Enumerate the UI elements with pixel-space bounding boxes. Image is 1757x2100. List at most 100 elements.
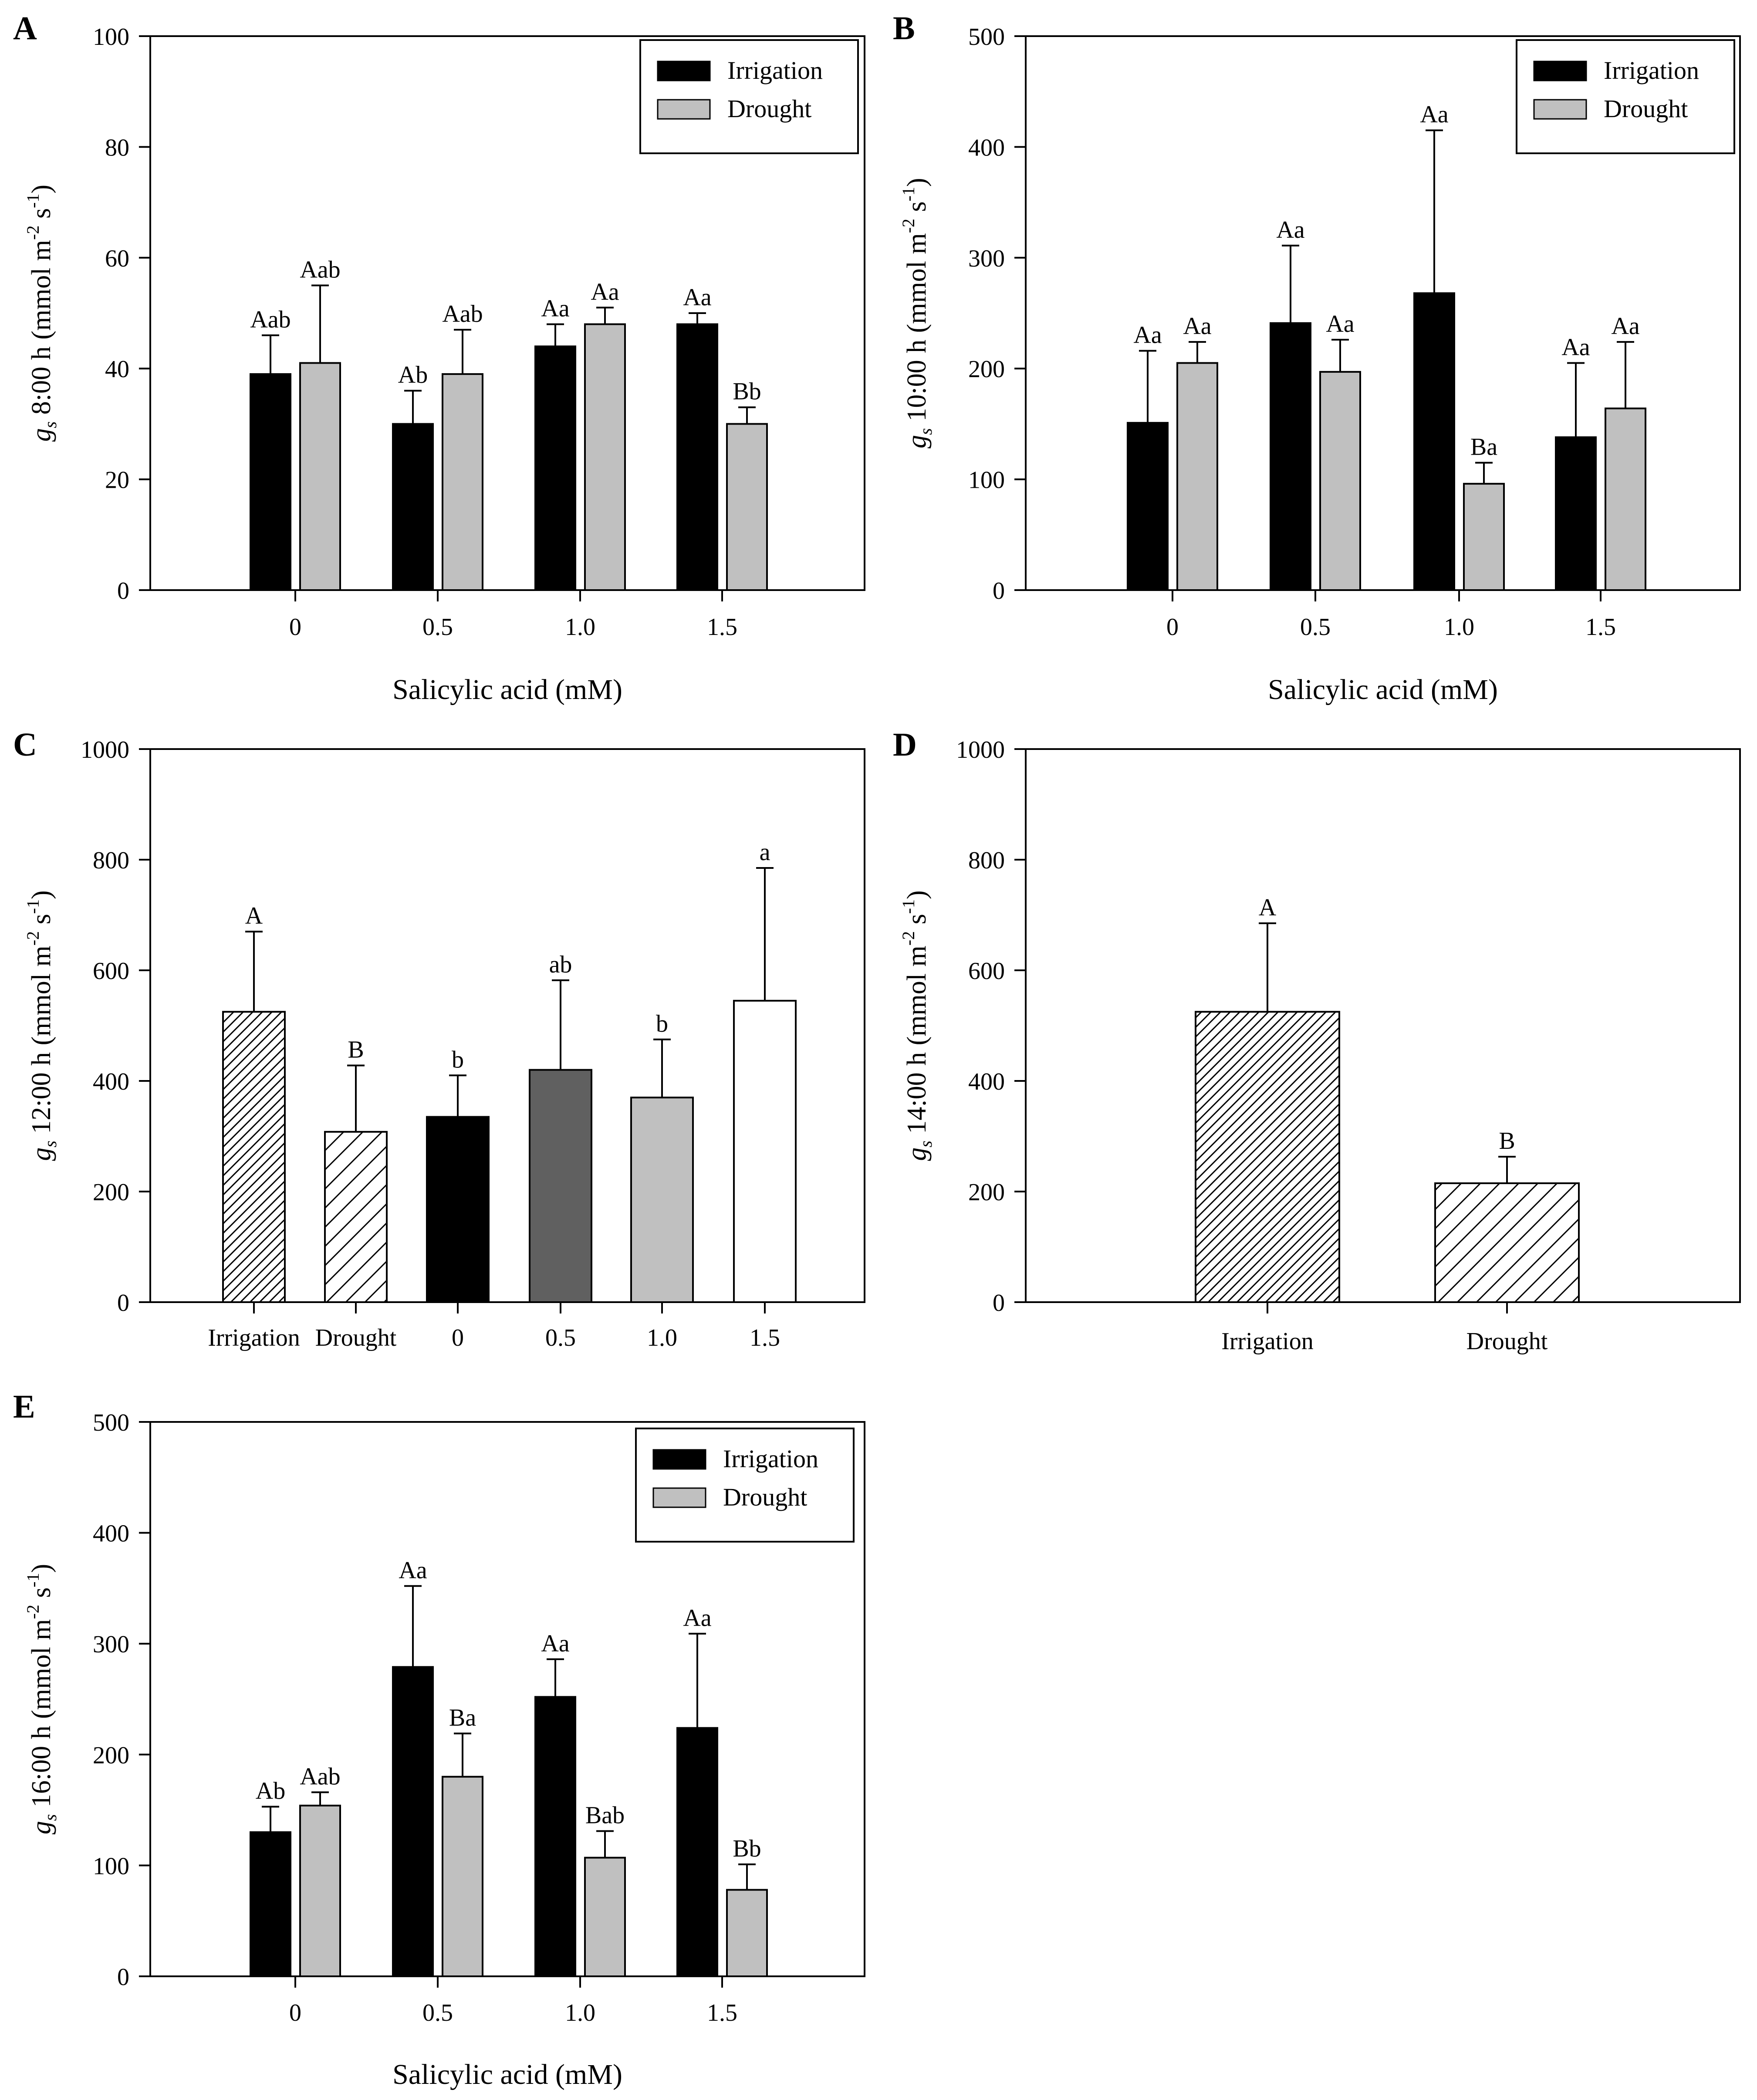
panel-a-y-tick-label: 100 bbox=[93, 24, 129, 51]
panel-b-x-tick-label: 0 bbox=[1166, 614, 1179, 641]
panel-b-legend-label-irrigation: Irrigation bbox=[1604, 56, 1699, 84]
panel-a-x-tick-label: 1.0 bbox=[565, 614, 595, 641]
panel-d-bar-0-bar bbox=[1195, 1011, 1340, 1303]
panel-e-y-label-text: 16:00 h (mmol m bbox=[27, 1619, 56, 1814]
panel-a-irrigation-2-bar bbox=[534, 345, 576, 591]
panel-a-drought-2-sig-label: Aa bbox=[591, 278, 619, 305]
panel-b-legend-box bbox=[1516, 39, 1735, 154]
panel-b-irrigation-3-bar bbox=[1555, 436, 1597, 591]
panel-b-legend-swatch-drought bbox=[1533, 99, 1587, 120]
panel-d-bar-1-bar bbox=[1434, 1182, 1580, 1303]
panel-a-irrigation-1-bar bbox=[392, 423, 434, 591]
panel-label-e: E bbox=[13, 1388, 35, 1425]
panel-d-y-label-g: g bbox=[902, 1148, 932, 1161]
panel-d-y-label-exp1: -2 bbox=[899, 931, 918, 945]
panel-e-irrigation-1-sig-label: Aa bbox=[399, 1557, 427, 1584]
panel-a-drought-3-sig-label: Bb bbox=[733, 378, 761, 405]
panel-label-b: B bbox=[893, 10, 915, 47]
panel-c-bar-2-bar bbox=[426, 1116, 490, 1303]
panel-c-x-tick-label: Irrigation bbox=[208, 1324, 300, 1351]
panel-a-y-label-end: ) bbox=[27, 185, 56, 194]
panel-b-y-label-mid: s bbox=[902, 201, 932, 219]
panel-e-y-tick-label: 200 bbox=[93, 1742, 129, 1769]
panel-b-y-tick-label: 100 bbox=[968, 467, 1005, 494]
panel-d-plot-frame bbox=[1025, 748, 1741, 1303]
panel-a-y-label-mid: s bbox=[27, 208, 56, 226]
panel-c-bar-3-bar bbox=[529, 1069, 592, 1303]
panel-b-y-axis-label: gs 10:00 h (mmol m-2 s-1) bbox=[899, 178, 936, 448]
panel-e-y-label-mid: s bbox=[27, 1587, 56, 1605]
panel-a-irrigation-2-sig-label: Aa bbox=[541, 295, 569, 322]
panel-d-y-label-text: 14:00 h (mmol m bbox=[902, 945, 932, 1141]
panel-e-drought-0-bar bbox=[299, 1804, 341, 1978]
panel-a-legend-label-drought: Drought bbox=[727, 95, 811, 123]
panel-b-x-tick-label: 1.0 bbox=[1444, 614, 1474, 641]
panel-e-irrigation-0-sig-label: Ab bbox=[256, 1777, 285, 1804]
panel-b-drought-2-bar bbox=[1463, 483, 1505, 591]
panel-b-drought-1-bar bbox=[1319, 371, 1361, 591]
panel-c-y-label-g: g bbox=[27, 1148, 56, 1161]
panel-d-y-axis-label: gs 14:00 h (mmol m-2 s-1) bbox=[899, 890, 936, 1161]
panel-e-legend-box bbox=[635, 1428, 855, 1543]
panel-e-y-tick-label: 100 bbox=[93, 1853, 129, 1880]
panel-label-c: C bbox=[13, 726, 37, 763]
panel-e-drought-3-sig-label: Bb bbox=[733, 1835, 761, 1862]
panel-e-drought-0-sig-label: Aab bbox=[300, 1763, 340, 1790]
panel-a-legend-swatch-drought bbox=[657, 99, 711, 120]
panel-e-legend-label-drought: Drought bbox=[723, 1483, 807, 1511]
panel-b-y-label-end: ) bbox=[902, 178, 932, 187]
panel-e-drought-3-bar bbox=[726, 1889, 768, 1978]
panel-e-y-label-end: ) bbox=[27, 1564, 56, 1573]
panel-c-bar-2-sig-label: b bbox=[452, 1046, 464, 1073]
panel-d-y-tick-label: 200 bbox=[968, 1179, 1005, 1206]
panel-e-y-label-exp1: -2 bbox=[23, 1604, 43, 1619]
panel-a-x-tick-label: 1.5 bbox=[707, 614, 737, 641]
panel-a-y-label-exp2: -1 bbox=[23, 194, 43, 208]
panel-label-a: A bbox=[13, 10, 37, 47]
panel-a-drought-1-sig-label: Aab bbox=[442, 300, 483, 327]
panel-c-y-label-exp1: -2 bbox=[23, 931, 43, 945]
panel-b-drought-3-bar bbox=[1605, 407, 1646, 591]
panel-e-x-axis-label: Salicylic acid (mM) bbox=[392, 2059, 622, 2090]
panel-e-drought-1-sig-label: Ba bbox=[449, 1704, 476, 1731]
panel-a-irrigation-0-bar bbox=[250, 373, 291, 591]
panel-a-y-label-g: g bbox=[27, 428, 56, 442]
panel-a-drought-0-sig-label: Aab bbox=[300, 256, 340, 283]
panel-a-drought-0-bar bbox=[299, 362, 341, 591]
panel-b-y-tick-label: 500 bbox=[968, 24, 1005, 51]
panel-d-bar-1-sig-label: B bbox=[1499, 1128, 1515, 1155]
panel-e-x-tick-label: 1.5 bbox=[707, 1999, 737, 2026]
panel-a-drought-2-bar bbox=[584, 323, 626, 591]
panel-e-y-tick-label: 500 bbox=[93, 1409, 129, 1436]
panel-b-y-label-g: g bbox=[902, 435, 932, 449]
panel-c-y-label-end: ) bbox=[27, 890, 56, 899]
chart-panel-c: 0 200 400 600 800 1000 Irrigation Drought 0 0.5 1.… bbox=[23, 736, 865, 1351]
panel-d-y-tick-label: 800 bbox=[968, 847, 1005, 874]
panel-b-y-label-text: 10:00 h (mmol m bbox=[902, 233, 932, 428]
panel-c-bar-0-sig-label: A bbox=[245, 902, 263, 929]
panel-a-irrigation-1-sig-label: Ab bbox=[398, 361, 428, 388]
panel-b-drought-2-sig-label: Ba bbox=[1470, 433, 1497, 460]
panel-b-y-label-exp1: -2 bbox=[899, 219, 918, 233]
panel-c-bar-0-bar bbox=[222, 1011, 286, 1303]
panel-c-x-tick-label: 0.5 bbox=[545, 1324, 576, 1351]
panel-c-bar-1-sig-label: B bbox=[348, 1036, 364, 1063]
panel-a-drought-1-bar bbox=[442, 373, 483, 591]
panel-e-x-tick-label: 0.5 bbox=[422, 1999, 453, 2026]
panel-c-bar-4-sig-label: b bbox=[656, 1010, 668, 1037]
panel-c-y-tick-label: 400 bbox=[93, 1068, 129, 1095]
panel-b-y-label-sub: s bbox=[916, 428, 936, 435]
panel-a-legend-swatch-irrigation bbox=[657, 61, 711, 81]
panel-e-y-axis-label: gs 16:00 h (mmol m-2 s-1) bbox=[23, 1564, 60, 1834]
panel-a-x-axis-label: Salicylic acid (mM) bbox=[392, 674, 622, 706]
panel-b-y-tick-label: 200 bbox=[968, 356, 1005, 383]
panel-e-legend-swatch-drought bbox=[652, 1487, 706, 1508]
panel-c-x-tick-label: Drought bbox=[315, 1324, 397, 1351]
panel-a-y-label-text: 8:00 h (mmol m bbox=[27, 240, 56, 422]
panel-c-y-label-mid: s bbox=[27, 914, 56, 931]
panel-c-y-label-text: 12:00 h (mmol m bbox=[27, 945, 56, 1141]
panel-c-x-tick-label: 0 bbox=[452, 1324, 464, 1351]
panel-c-y-tick-label: 800 bbox=[93, 847, 129, 874]
